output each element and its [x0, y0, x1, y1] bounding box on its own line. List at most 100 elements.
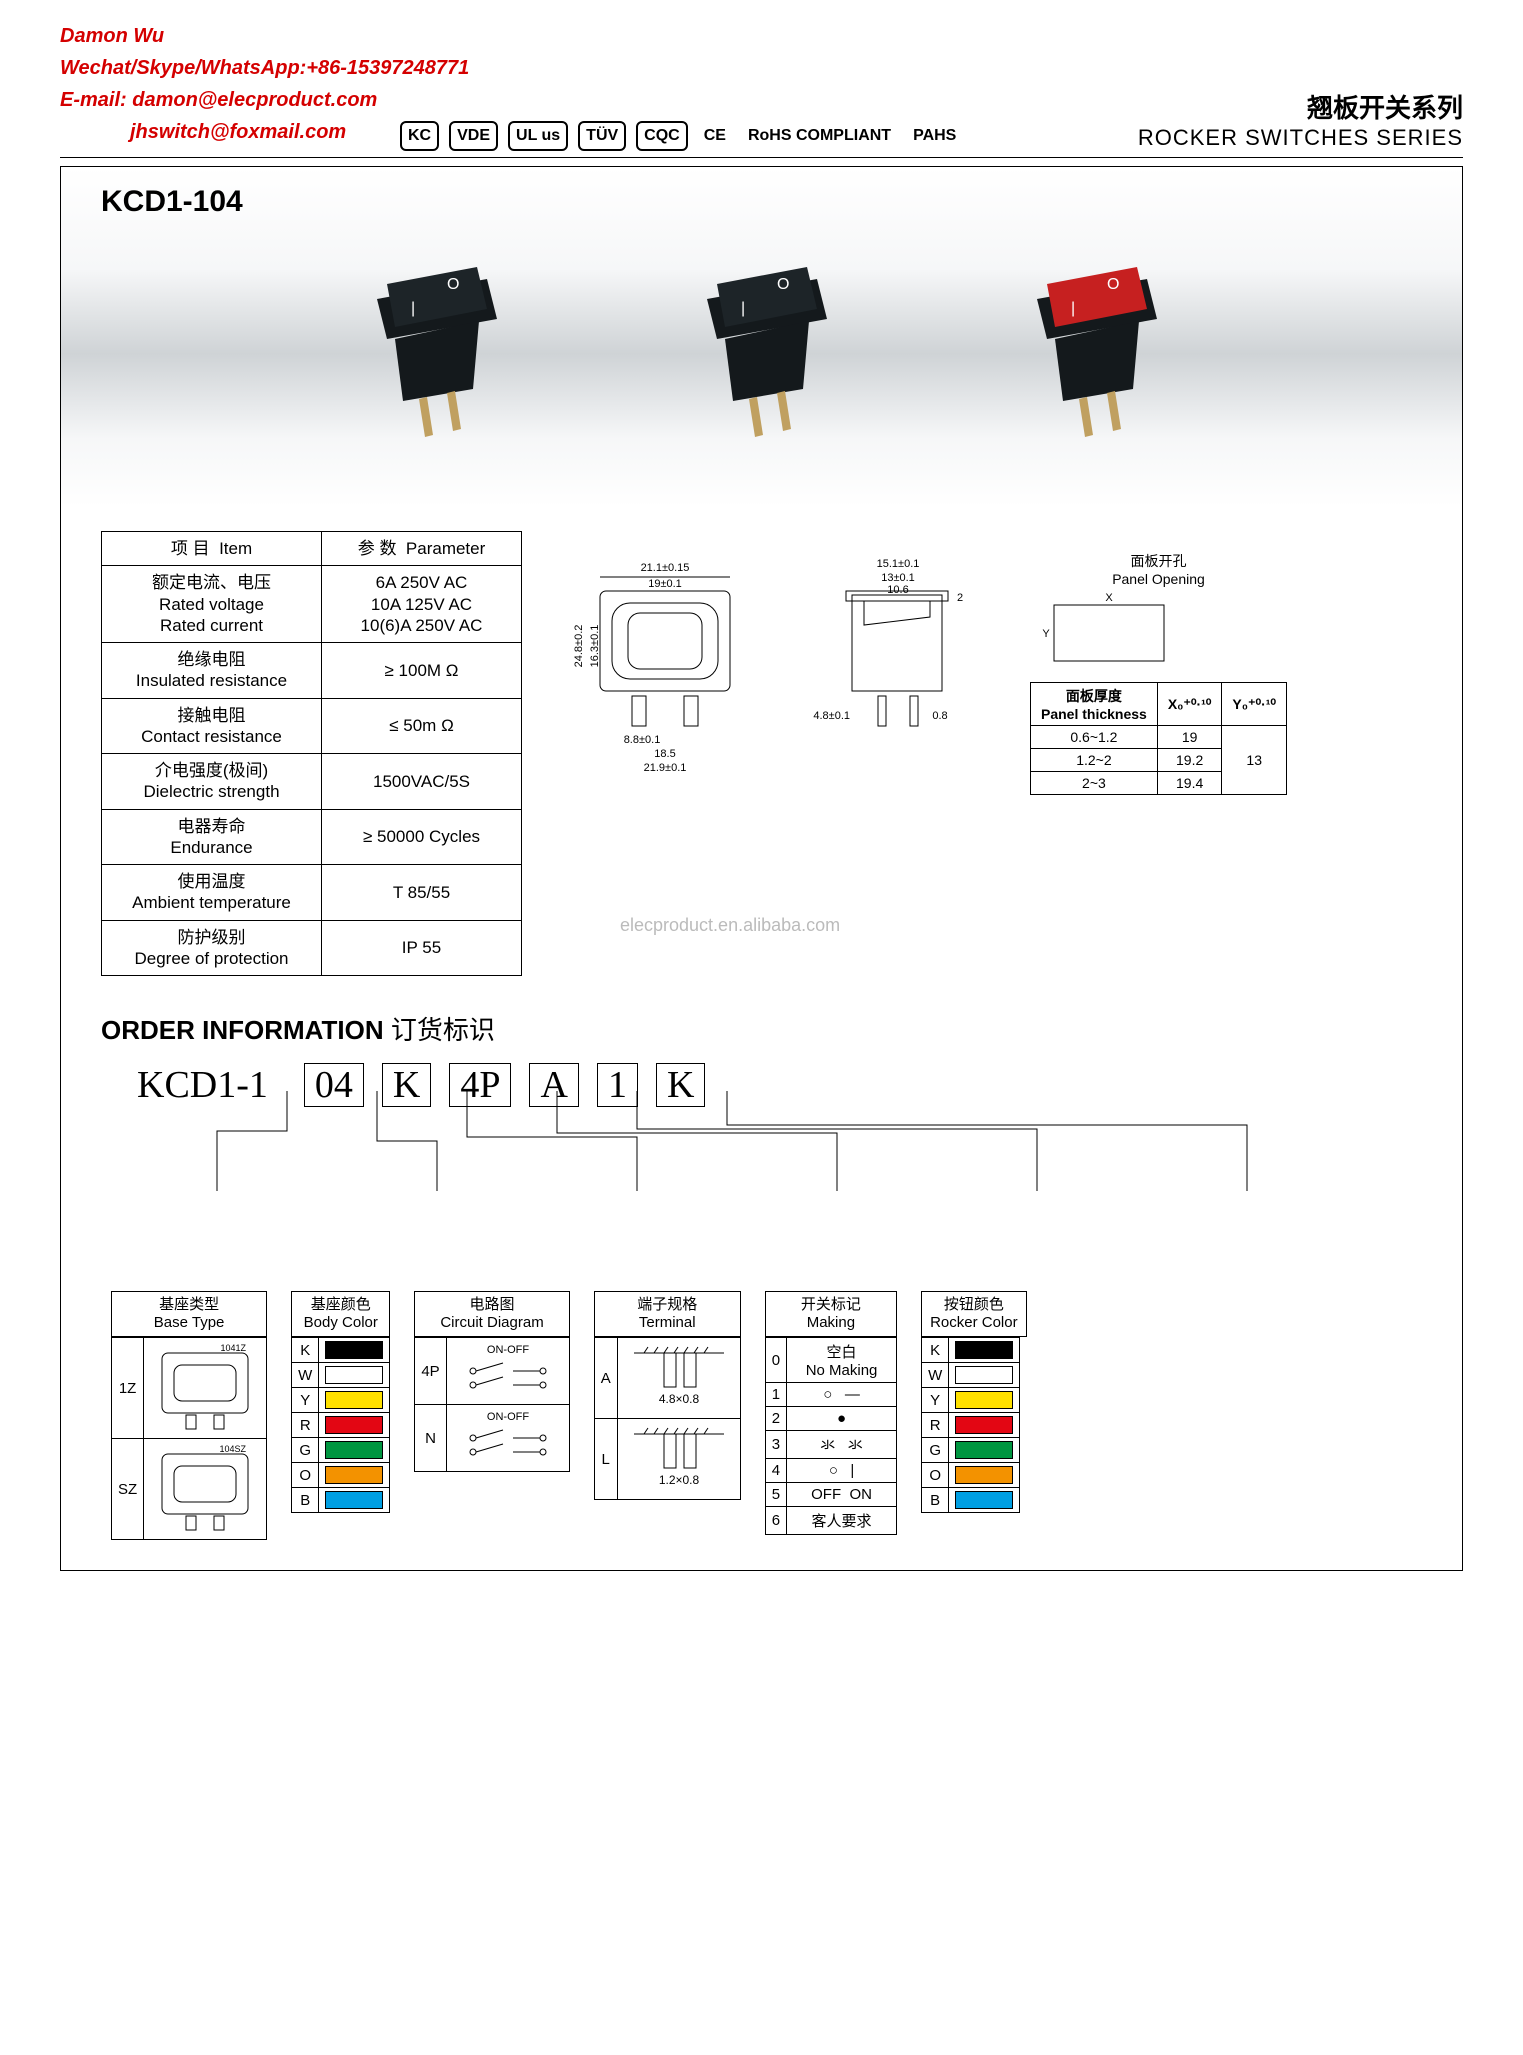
legend-key: W — [292, 1363, 319, 1388]
cert-badge: TÜV — [578, 121, 626, 151]
spec-item: 绝缘电阻Insulated resistance — [102, 643, 322, 699]
dimension-diagrams: 21.1±0.15 19±0.1 24.8±0.2 16.3±0.1 8.8±0… — [550, 551, 1422, 795]
legend-value: 空白 No Making — [787, 1338, 897, 1383]
svg-text:0.8: 0.8 — [932, 710, 947, 722]
legend-key: 3 — [765, 1431, 786, 1459]
spec-item: 额定电流、电压Rated voltageRated current — [102, 566, 322, 643]
spec-item: 接触电阻Contact resistance — [102, 698, 322, 754]
legend-diagram: 1041Z — [144, 1338, 267, 1439]
cert-badge: PAHS — [907, 123, 962, 149]
order-title-cn: 订货标识 — [391, 1016, 495, 1045]
panel-thickness: 1.2~2 — [1031, 749, 1158, 772]
order-information: ORDER INFORMATION 订货标识 KCD1-1 04K4PA1K 基… — [61, 1000, 1462, 1570]
legend-swatch — [949, 1338, 1020, 1363]
legend-swatch — [319, 1363, 390, 1388]
rocker-switch-illustration: O | — [347, 239, 517, 439]
spec-param: 1500VAC/5S — [322, 754, 522, 810]
legend-value: 客人要求 — [787, 1507, 897, 1535]
side-view-diagram: 15.1±0.1 13±0.1 10.6 2 4.8±0.1 0.8 — [810, 551, 990, 781]
svg-text:13±0.1: 13±0.1 — [881, 572, 915, 584]
cert-badge: CE — [698, 123, 732, 149]
connector-lines — [137, 1091, 1437, 1191]
product-code: KCD1-104 — [101, 185, 1422, 219]
series-cn: 翘板开关系列 — [1138, 88, 1463, 125]
legend-rocker-color: 按钮颜色Rocker ColorKWYRGOB — [921, 1291, 1027, 1513]
svg-text:ON-OFF: ON-OFF — [487, 1411, 529, 1423]
spec-table: 项 目 Item 参 数 Parameter 额定电流、电压Rated volt… — [101, 531, 522, 976]
svg-text:104SZ: 104SZ — [220, 1444, 247, 1454]
legend-swatch — [319, 1338, 390, 1363]
legend-header: 开关标记Making — [765, 1291, 897, 1337]
legend-header: 电路图Circuit Diagram — [414, 1291, 569, 1337]
contact-line2: Wechat/Skype/WhatsApp:+86-15397248771 — [60, 52, 1463, 84]
order-title-en: ORDER INFORMATION — [101, 1015, 384, 1045]
panel-thickness: 2~3 — [1031, 772, 1158, 795]
cert-badge: KC — [400, 121, 439, 151]
contact-name: Damon Wu — [60, 20, 1463, 52]
cert-badge: UL us — [508, 121, 568, 151]
legend-key: O — [922, 1463, 949, 1488]
legend-diagram: 1.2×0.8 — [617, 1419, 740, 1500]
legend-diagram: ON-OFF — [446, 1338, 569, 1405]
spec-param: ≥ 100M Ω — [322, 643, 522, 699]
legend-key: K — [292, 1338, 319, 1363]
terminal-icon: 1.2×0.8 — [624, 1422, 734, 1492]
base-type-icon: 1041Z — [150, 1341, 260, 1431]
svg-text:21.9±0.1: 21.9±0.1 — [644, 762, 687, 774]
legend-circuit: 电路图Circuit Diagram4P ON-OFF N ON-OFF — [414, 1291, 569, 1472]
svg-text:O: O — [1107, 276, 1119, 293]
legend-diagram: 4.8×0.8 — [617, 1338, 740, 1419]
legend-key: 1Z — [112, 1338, 144, 1439]
spec-item: 介电强度(极间)Dielectric strength — [102, 754, 322, 810]
legend-header: 基座类型Base Type — [111, 1291, 267, 1337]
cert-badges: KCVDEUL usTÜVCQCCERoHS COMPLIANTPAHS — [400, 121, 962, 151]
datasheet-frame: KCD1-104 O | O | O | — [60, 166, 1463, 1571]
cert-badge: RoHS COMPLIANT — [742, 123, 897, 149]
svg-text:4.8×0.8: 4.8×0.8 — [659, 1392, 700, 1406]
svg-text:ON-OFF: ON-OFF — [487, 1344, 529, 1356]
svg-text:O: O — [777, 276, 789, 293]
panel-x: 19.2 — [1157, 749, 1222, 772]
legend-key: 4 — [765, 1459, 786, 1483]
legend-key: R — [922, 1413, 949, 1438]
spec-param: ≥ 50000 Cycles — [322, 809, 522, 865]
legend-value: ○ | — [787, 1459, 897, 1483]
legend-value: ● — [787, 1407, 897, 1431]
svg-text:24.8±0.2: 24.8±0.2 — [573, 625, 585, 668]
legend-table: 1Z 1041Z SZ 104SZ — [111, 1337, 267, 1540]
legend-swatch — [319, 1438, 390, 1463]
panel-y: 13 — [1222, 726, 1287, 795]
legend-swatch — [319, 1413, 390, 1438]
legend-value: OFF ON — [787, 1483, 897, 1507]
spec-param: 6A 250V AC10A 125V AC10(6)A 250V AC — [322, 566, 522, 643]
legend-key: W — [922, 1363, 949, 1388]
legend-terminal: 端子规格TerminalA 4.8×0.8L 1.2×0.8 — [594, 1291, 741, 1500]
legend-swatch — [949, 1438, 1020, 1463]
legend-base-type: 基座类型Base Type1Z 1041Z SZ 104SZ — [111, 1291, 267, 1540]
legend-key: 0 — [765, 1338, 786, 1383]
legend-swatch — [319, 1463, 390, 1488]
spec-param: ≤ 50m Ω — [322, 698, 522, 754]
legend-table: 4P ON-OFF N ON-OFF — [414, 1337, 569, 1472]
legend-diagram: 104SZ — [144, 1439, 267, 1540]
legend-key: K — [922, 1338, 949, 1363]
legend-key: O — [292, 1463, 319, 1488]
legend-key: G — [292, 1438, 319, 1463]
rocker-switch-illustration: O | — [677, 239, 847, 439]
legend-key: 4P — [415, 1338, 446, 1405]
legend-key: N — [415, 1405, 446, 1472]
product-banner: KCD1-104 O | O | O | — [61, 167, 1462, 507]
legend-header: 端子规格Terminal — [594, 1291, 741, 1337]
legend-key: SZ — [112, 1439, 144, 1540]
svg-text:|: | — [741, 300, 745, 317]
legend-swatch — [949, 1388, 1020, 1413]
svg-text:X: X — [1105, 592, 1113, 604]
svg-text:1041Z: 1041Z — [221, 1343, 247, 1353]
legend-header: 基座颜色Body Color — [291, 1291, 390, 1337]
legend-key: A — [594, 1338, 617, 1419]
svg-text:19±0.1: 19±0.1 — [648, 578, 682, 590]
legend-key: 6 — [765, 1507, 786, 1535]
legend-value: 氺 氺 — [787, 1431, 897, 1459]
legend-key: 5 — [765, 1483, 786, 1507]
svg-text:|: | — [1071, 300, 1075, 317]
